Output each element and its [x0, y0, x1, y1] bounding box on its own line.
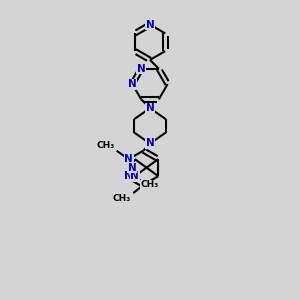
Text: N: N: [128, 163, 136, 172]
Text: N: N: [130, 171, 139, 181]
Text: N: N: [146, 103, 154, 113]
Text: N: N: [146, 139, 154, 148]
Text: CH₃: CH₃: [113, 194, 131, 203]
Text: N: N: [124, 154, 133, 164]
Text: N: N: [128, 79, 137, 89]
Text: N: N: [146, 20, 154, 30]
Text: N: N: [137, 64, 146, 74]
Text: N: N: [124, 171, 133, 181]
Text: CH₃: CH₃: [140, 180, 159, 189]
Text: CH₃: CH₃: [96, 141, 114, 150]
